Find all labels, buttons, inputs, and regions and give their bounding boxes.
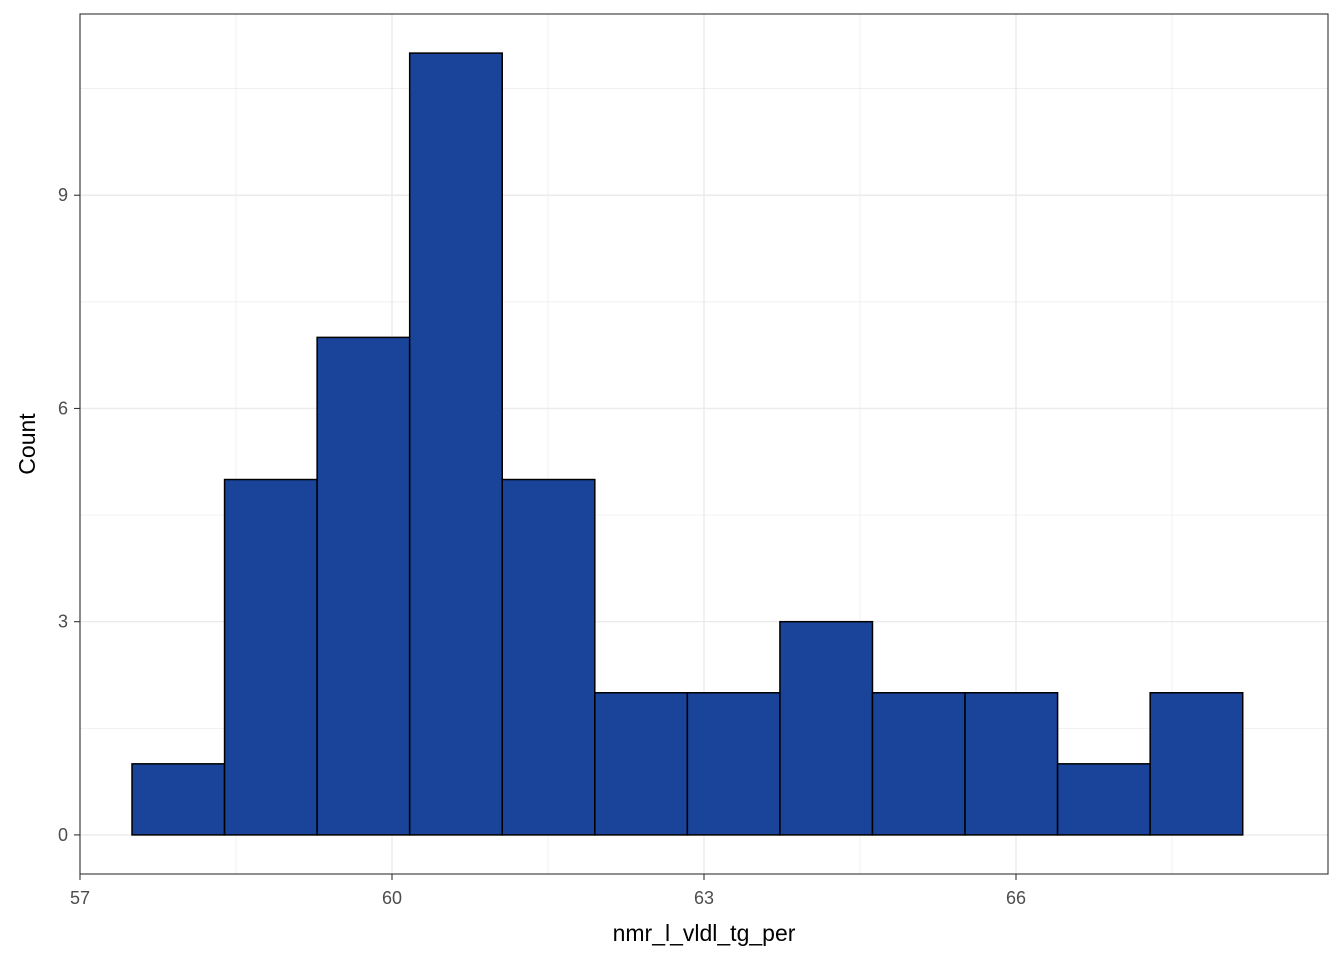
histogram-bar bbox=[316, 336, 411, 836]
histogram-bar bbox=[223, 478, 318, 836]
histogram-bar bbox=[594, 692, 689, 836]
x-tick-label: 57 bbox=[70, 888, 90, 908]
x-tick-label: 60 bbox=[382, 888, 402, 908]
histogram-bar bbox=[686, 692, 781, 836]
x-axis: 57 60 63 66 bbox=[70, 874, 1026, 908]
histogram-bars bbox=[131, 52, 1244, 836]
y-tick-label: 3 bbox=[58, 612, 68, 632]
y-tick-label: 6 bbox=[58, 398, 68, 418]
x-axis-label: nmr_l_vldl_tg_per bbox=[613, 920, 796, 946]
y-tick-label: 9 bbox=[58, 185, 68, 205]
histogram-bar bbox=[501, 478, 596, 836]
histogram-bar bbox=[964, 692, 1059, 836]
histogram-bar bbox=[408, 52, 503, 836]
histogram-bar bbox=[871, 692, 966, 836]
histogram-bar bbox=[1056, 763, 1151, 836]
y-tick-label: 0 bbox=[58, 825, 68, 845]
histogram-bar bbox=[1149, 692, 1244, 836]
x-tick-label: 66 bbox=[1006, 888, 1026, 908]
histogram-bar bbox=[779, 620, 874, 836]
y-axis: 0 3 6 9 bbox=[58, 185, 80, 845]
histogram-bar bbox=[131, 763, 226, 836]
x-tick-label: 63 bbox=[694, 888, 714, 908]
y-axis-label: Count bbox=[14, 413, 40, 475]
